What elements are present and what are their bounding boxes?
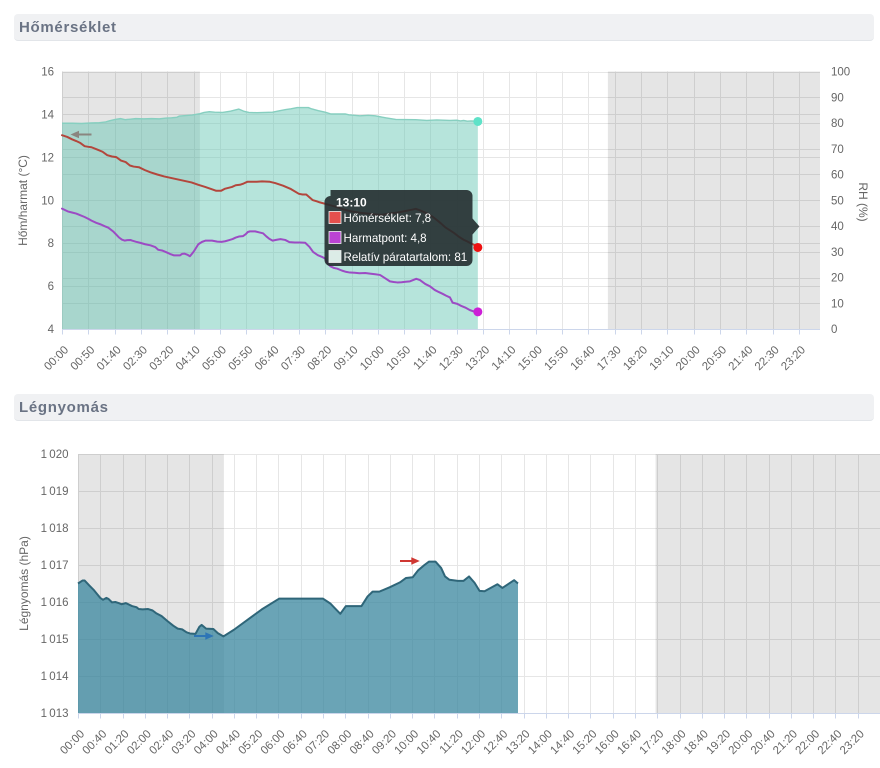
- svg-text:20:40: 20:40: [749, 728, 778, 757]
- svg-text:80: 80: [831, 118, 844, 130]
- svg-text:1 016: 1 016: [41, 597, 69, 609]
- svg-text:23:20: 23:20: [838, 728, 867, 757]
- svg-text:18:40: 18:40: [682, 728, 711, 757]
- svg-text:50: 50: [831, 195, 844, 207]
- svg-text:20: 20: [831, 273, 844, 285]
- svg-text:20:00: 20:00: [674, 344, 703, 373]
- svg-text:90: 90: [831, 92, 844, 104]
- svg-text:23:20: 23:20: [779, 344, 808, 373]
- svg-text:14:40: 14:40: [548, 728, 577, 757]
- svg-text:4: 4: [48, 324, 55, 336]
- svg-text:100: 100: [831, 67, 850, 79]
- svg-text:13:20: 13:20: [463, 344, 492, 373]
- svg-text:02:00: 02:00: [125, 728, 154, 757]
- svg-text:16:00: 16:00: [593, 728, 622, 757]
- svg-text:11:40: 11:40: [411, 344, 439, 372]
- svg-text:Hőmérséklet: 7,8: Hőmérséklet: 7,8: [344, 212, 432, 225]
- svg-text:08:20: 08:20: [305, 344, 334, 373]
- svg-text:17:30: 17:30: [595, 344, 624, 373]
- svg-text:02:30: 02:30: [121, 344, 150, 373]
- svg-text:06:00: 06:00: [259, 728, 288, 757]
- svg-text:22:30: 22:30: [753, 344, 782, 373]
- svg-text:19:20: 19:20: [704, 728, 733, 757]
- svg-text:01:20: 01:20: [103, 728, 132, 757]
- svg-text:12:40: 12:40: [482, 728, 511, 757]
- svg-text:13:10: 13:10: [336, 196, 367, 210]
- svg-text:09:10: 09:10: [332, 344, 361, 373]
- svg-text:Relatív páratartalom: 81: Relatív páratartalom: 81: [344, 251, 468, 264]
- svg-text:Légnyomás (hPa): Légnyomás (hPa): [17, 536, 31, 631]
- svg-text:16: 16: [41, 67, 54, 79]
- svg-text:15:20: 15:20: [571, 728, 600, 757]
- svg-text:15:00: 15:00: [516, 344, 545, 373]
- svg-text:10:50: 10:50: [384, 344, 413, 373]
- svg-text:12:00: 12:00: [459, 728, 488, 757]
- svg-text:10: 10: [831, 298, 844, 310]
- svg-text:6: 6: [48, 281, 54, 293]
- svg-text:00:50: 00:50: [69, 344, 98, 373]
- svg-text:04:00: 04:00: [192, 728, 221, 757]
- svg-text:1 017: 1 017: [41, 560, 69, 572]
- svg-text:20:50: 20:50: [700, 344, 729, 373]
- svg-text:10: 10: [41, 195, 54, 207]
- svg-text:16:40: 16:40: [615, 728, 644, 757]
- svg-text:10:00: 10:00: [392, 728, 421, 757]
- svg-text:05:00: 05:00: [200, 344, 229, 373]
- svg-text:04:40: 04:40: [214, 728, 243, 757]
- svg-text:Hőm/harmat (°C): Hőm/harmat (°C): [16, 155, 30, 246]
- svg-text:06:40: 06:40: [253, 344, 282, 373]
- svg-text:18:20: 18:20: [621, 344, 650, 373]
- svg-text:1 019: 1 019: [41, 486, 69, 498]
- svg-text:09:20: 09:20: [370, 728, 399, 757]
- svg-text:17:20: 17:20: [638, 728, 667, 757]
- svg-text:03:20: 03:20: [170, 728, 199, 757]
- svg-text:08:40: 08:40: [348, 728, 377, 757]
- svg-text:16:40: 16:40: [569, 344, 598, 373]
- svg-text:00:40: 00:40: [81, 728, 110, 757]
- svg-text:19:10: 19:10: [648, 344, 677, 373]
- svg-text:22:00: 22:00: [793, 728, 822, 757]
- svg-text:07:20: 07:20: [303, 728, 332, 757]
- svg-text:1 015: 1 015: [41, 634, 69, 646]
- svg-text:1 014: 1 014: [41, 671, 69, 683]
- svg-text:12:30: 12:30: [437, 344, 466, 373]
- svg-text:05:20: 05:20: [237, 728, 266, 757]
- svg-text:00:00: 00:00: [58, 728, 87, 757]
- svg-text:1 013: 1 013: [41, 708, 69, 720]
- svg-text:06:40: 06:40: [281, 728, 310, 757]
- svg-text:14:00: 14:00: [526, 728, 555, 757]
- svg-text:1 020: 1 020: [41, 449, 69, 461]
- svg-text:0: 0: [831, 324, 837, 336]
- svg-text:20:00: 20:00: [727, 728, 756, 757]
- svg-text:60: 60: [831, 170, 844, 182]
- svg-text:8: 8: [48, 238, 54, 250]
- svg-text:07:30: 07:30: [279, 344, 308, 373]
- svg-text:10:00: 10:00: [358, 344, 387, 373]
- svg-text:30: 30: [831, 247, 844, 259]
- svg-text:18:00: 18:00: [660, 728, 689, 757]
- svg-text:13:20: 13:20: [504, 728, 533, 757]
- svg-text:05:50: 05:50: [227, 344, 256, 373]
- svg-text:15:50: 15:50: [542, 344, 571, 373]
- svg-text:Harmatpont: 4,8: Harmatpont: 4,8: [344, 232, 427, 245]
- svg-text:70: 70: [831, 144, 844, 156]
- svg-text:01:40: 01:40: [95, 344, 124, 373]
- svg-text:02:40: 02:40: [147, 728, 176, 757]
- svg-text:1 018: 1 018: [41, 523, 69, 535]
- svg-text:03:20: 03:20: [148, 344, 177, 373]
- svg-text:00:00: 00:00: [42, 344, 71, 373]
- svg-text:08:00: 08:00: [326, 728, 355, 757]
- svg-text:40: 40: [831, 221, 844, 233]
- svg-text:14:10: 14:10: [490, 344, 519, 373]
- svg-text:12: 12: [41, 152, 54, 164]
- svg-text:21:40: 21:40: [727, 344, 756, 373]
- svg-text:21:20: 21:20: [771, 728, 800, 757]
- svg-text:10:40: 10:40: [415, 728, 444, 757]
- svg-text:14: 14: [41, 109, 54, 121]
- svg-text:22:40: 22:40: [816, 728, 845, 757]
- svg-text:04:10: 04:10: [174, 344, 203, 373]
- svg-text:RH (%): RH (%): [856, 182, 870, 221]
